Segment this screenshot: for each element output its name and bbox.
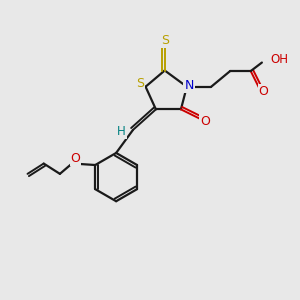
Text: N: N	[184, 79, 194, 92]
Text: O: O	[70, 152, 80, 165]
Text: O: O	[200, 115, 210, 128]
Text: H: H	[117, 125, 126, 138]
Text: S: S	[161, 34, 169, 47]
Text: O: O	[259, 85, 269, 98]
Text: S: S	[136, 77, 144, 90]
Text: OH: OH	[271, 53, 289, 66]
